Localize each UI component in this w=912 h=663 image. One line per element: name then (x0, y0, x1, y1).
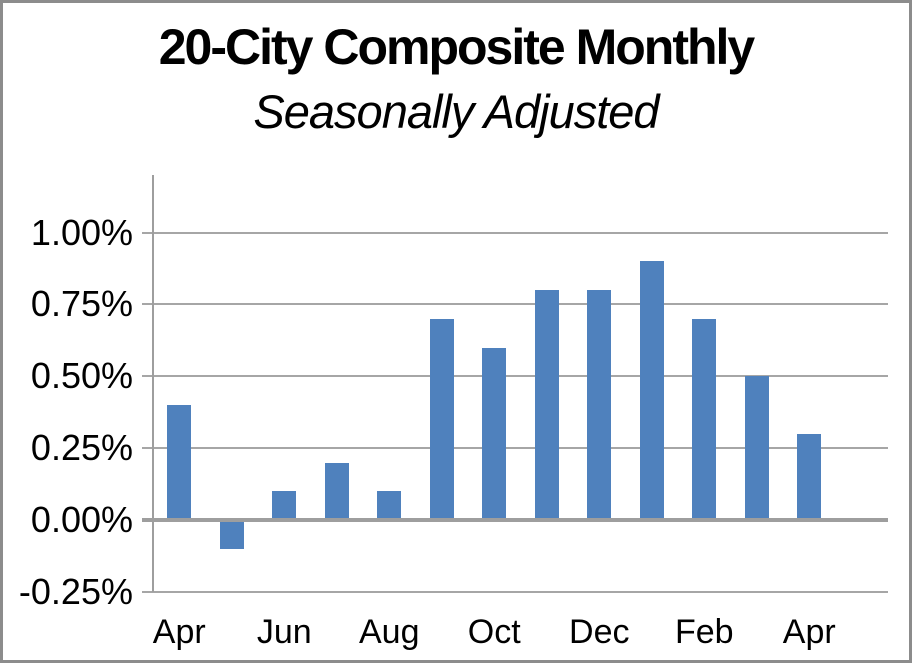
y-axis-tick (142, 231, 153, 234)
y-axis-tick (142, 591, 153, 593)
gridline (153, 231, 888, 234)
y-axis-tick (142, 375, 153, 378)
chart-title: 20-City Composite Monthly (158, 19, 755, 75)
x-axis-label: Apr (782, 613, 836, 651)
bar (587, 290, 612, 521)
y-axis-label: 0.50% (30, 355, 133, 397)
bar (534, 290, 559, 521)
x-axis-label: Feb (674, 613, 734, 651)
x-axis-label: Apr (152, 613, 206, 651)
gridline (153, 303, 888, 306)
x-axis-label: Aug (359, 613, 420, 651)
y-axis-label: 0.00% (30, 499, 133, 541)
bar (272, 491, 297, 521)
chart-subtitle: Seasonally Adjusted (253, 85, 659, 138)
y-axis-label: 0.25% (30, 427, 133, 469)
x-axis-label: Dec (569, 613, 630, 651)
zero-line (142, 518, 888, 523)
bar (744, 376, 769, 521)
bar (639, 261, 664, 521)
bar (692, 318, 717, 521)
gridline (153, 591, 888, 593)
y-axis-tick (142, 303, 153, 306)
bar (219, 520, 244, 549)
bar (167, 405, 192, 521)
x-axis-label: Jun (256, 613, 312, 651)
x-axis-label: Oct (467, 613, 521, 651)
plot-area: 1.00% 0.75% 0.50% 0.25% 0.00% -0.25% Apr Jun Aug… (3, 3, 909, 660)
y-axis-label: -0.25% (18, 571, 133, 612)
gridline (153, 447, 888, 450)
y-axis-label: 0.75% (30, 283, 133, 325)
bar (429, 318, 454, 521)
bar (377, 491, 402, 521)
y-axis-label: 1.00% (30, 211, 133, 253)
bar (797, 433, 822, 521)
gridline (153, 375, 888, 378)
bar (482, 347, 507, 521)
bar (324, 462, 349, 521)
y-axis-tick (142, 447, 153, 450)
y-axis-line (152, 175, 154, 592)
